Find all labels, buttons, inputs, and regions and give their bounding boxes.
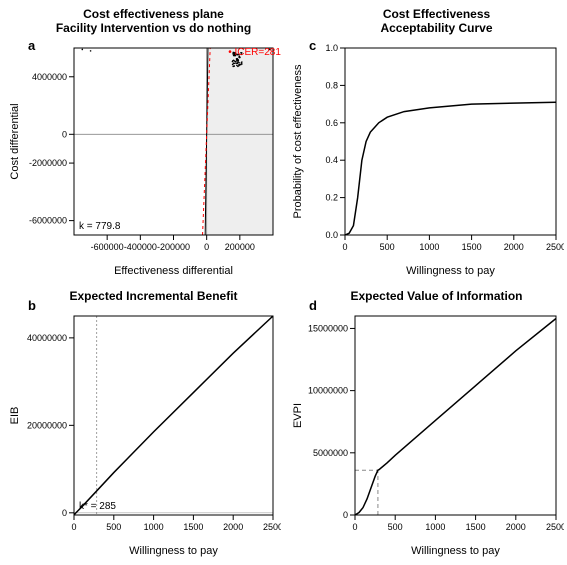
panel-a: -600000-400000-2000000200000-6000000-200… bbox=[6, 4, 281, 280]
svg-text:-2000000: -2000000 bbox=[29, 158, 67, 168]
svg-text:0.8: 0.8 bbox=[325, 80, 338, 90]
svg-text:1000: 1000 bbox=[425, 522, 445, 532]
svg-text:1500: 1500 bbox=[462, 242, 482, 252]
svg-text:2500: 2500 bbox=[546, 242, 564, 252]
svg-text:10000000: 10000000 bbox=[308, 385, 348, 395]
svg-text:0.0: 0.0 bbox=[325, 230, 338, 240]
svg-text:0: 0 bbox=[343, 510, 348, 520]
chart-grid: -600000-400000-2000000200000-6000000-200… bbox=[0, 0, 567, 565]
panel-c: 0 500 1000 1500 2000 2500 0.0 0.2 0.4 0.6 0.8 1.0 Co… bbox=[289, 4, 564, 280]
svg-text:0: 0 bbox=[62, 129, 67, 139]
svg-text:2500: 2500 bbox=[263, 522, 281, 532]
svg-text:Cost differential: Cost differential bbox=[9, 103, 21, 179]
svg-text:Willingness to pay: Willingness to pay bbox=[406, 265, 495, 277]
panel-b: 0 500 1000 1500 2000 2500 0 20000000 40000000 k* … bbox=[6, 284, 281, 560]
svg-text:0: 0 bbox=[352, 522, 357, 532]
svg-text:k* = 285: k* = 285 bbox=[79, 501, 116, 512]
svg-text:2500: 2500 bbox=[546, 522, 564, 532]
svg-text:k = 779.8: k = 779.8 bbox=[79, 221, 121, 232]
svg-text:Cost Effectiveness: Cost Effectiveness bbox=[383, 7, 491, 21]
svg-text:-400000: -400000 bbox=[124, 242, 157, 252]
svg-text:Willingness to pay: Willingness to pay bbox=[129, 545, 218, 557]
svg-text:500: 500 bbox=[388, 522, 403, 532]
svg-text:Expected Incremental Benefit: Expected Incremental Benefit bbox=[69, 289, 237, 303]
svg-text:1000: 1000 bbox=[419, 242, 439, 252]
svg-text:2000: 2000 bbox=[504, 242, 524, 252]
svg-text:4000000: 4000000 bbox=[32, 72, 67, 82]
svg-text:1500: 1500 bbox=[183, 522, 203, 532]
svg-text:1000: 1000 bbox=[144, 522, 164, 532]
svg-text:5000000: 5000000 bbox=[313, 447, 348, 457]
svg-text:0: 0 bbox=[204, 242, 209, 252]
svg-text:Cost effectiveness plane: Cost effectiveness plane bbox=[83, 7, 224, 21]
svg-text:1500: 1500 bbox=[466, 522, 486, 532]
svg-text:0: 0 bbox=[342, 242, 347, 252]
svg-text:40000000: 40000000 bbox=[27, 332, 67, 342]
svg-text:EVPI: EVPI bbox=[292, 402, 304, 427]
svg-text:200000: 200000 bbox=[225, 242, 255, 252]
svg-text:d: d bbox=[309, 298, 317, 313]
svg-text:a: a bbox=[28, 38, 36, 53]
svg-text:-600000: -600000 bbox=[91, 242, 124, 252]
svg-text:Acceptability Curve: Acceptability Curve bbox=[380, 21, 492, 35]
svg-text:Willingness to pay: Willingness to pay bbox=[411, 545, 500, 557]
svg-text:Expected Value of Information: Expected Value of Information bbox=[350, 289, 522, 303]
svg-text:20000000: 20000000 bbox=[27, 420, 67, 430]
svg-text:500: 500 bbox=[380, 242, 395, 252]
panel-d: 0 500 1000 1500 2000 2500 0 5000000 10000000 1500… bbox=[289, 284, 564, 560]
svg-text:c: c bbox=[309, 38, 316, 53]
svg-text:-6000000: -6000000 bbox=[29, 216, 67, 226]
svg-text:0.2: 0.2 bbox=[325, 193, 338, 203]
svg-text:0: 0 bbox=[62, 507, 67, 517]
svg-text:Facility Intervention vs do no: Facility Intervention vs do nothing bbox=[56, 21, 251, 35]
svg-text:500: 500 bbox=[106, 522, 121, 532]
svg-text:Probability of cost effectiven: Probability of cost effectiveness bbox=[292, 64, 304, 218]
svg-text:Effectiveness differential: Effectiveness differential bbox=[114, 265, 233, 277]
svg-text:2000: 2000 bbox=[223, 522, 243, 532]
svg-text:EIB: EIB bbox=[9, 406, 21, 424]
svg-text:0: 0 bbox=[71, 522, 76, 532]
svg-text:-200000: -200000 bbox=[157, 242, 190, 252]
svg-text:1.0: 1.0 bbox=[325, 43, 338, 53]
svg-text:2000: 2000 bbox=[506, 522, 526, 532]
svg-text:b: b bbox=[28, 298, 36, 313]
svg-text:15000000: 15000000 bbox=[308, 323, 348, 333]
svg-text:0.6: 0.6 bbox=[325, 118, 338, 128]
svg-text:• ICER=281.003: • ICER=281.003 bbox=[228, 47, 281, 58]
svg-text:0.4: 0.4 bbox=[325, 155, 338, 165]
